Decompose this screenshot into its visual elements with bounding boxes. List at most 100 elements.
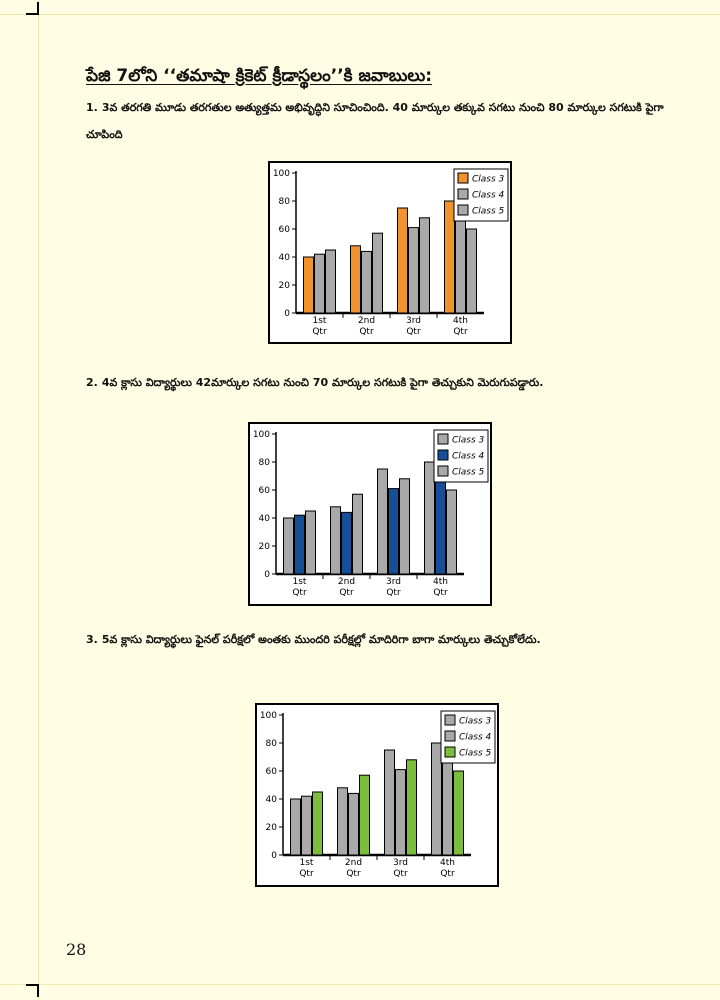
answer-2: 2. 4వ క్లాసు విద్యార్థులు 42మార్కుల సగటు … bbox=[86, 369, 686, 396]
y-tick-label: 100 bbox=[260, 711, 277, 721]
bar bbox=[372, 232, 383, 314]
y-tick-label: 0 bbox=[271, 851, 277, 861]
x-tick-label: 1st bbox=[293, 577, 307, 587]
x-tick-label: 4th bbox=[433, 577, 448, 587]
x-tick-label: 1st bbox=[313, 316, 327, 326]
bar bbox=[361, 250, 372, 314]
bar bbox=[399, 478, 410, 575]
chart-class-3: 0 20 40 60 80 100 1st Qtr 2nd Qtr 3rd Qtr 4th Qtr Clas… bbox=[268, 161, 512, 344]
legend-label: Class 4 bbox=[472, 191, 505, 201]
y-tick-label: 20 bbox=[266, 823, 278, 833]
legend-swatch bbox=[457, 188, 469, 200]
bar bbox=[384, 749, 395, 856]
x-tick-label: Qtr bbox=[299, 869, 314, 879]
x-tick-label: Qtr bbox=[339, 588, 354, 598]
x-tick-label: 2nd bbox=[358, 316, 375, 326]
legend-label: Class 5 bbox=[472, 207, 505, 217]
bar bbox=[290, 798, 301, 856]
x-tick-label: Qtr bbox=[312, 327, 327, 337]
x-tick-label: 1st bbox=[300, 858, 314, 868]
x-tick-label: Qtr bbox=[433, 588, 448, 598]
bar bbox=[283, 517, 294, 575]
y-tick-label: 20 bbox=[279, 281, 291, 291]
legend-swatch bbox=[457, 172, 469, 184]
legend-label: Class 4 bbox=[452, 452, 485, 462]
bar bbox=[406, 759, 417, 856]
y-tick-label: 40 bbox=[279, 253, 291, 263]
x-tick-label: Qtr bbox=[386, 588, 401, 598]
x-tick-label: Qtr bbox=[346, 869, 361, 879]
bar bbox=[466, 228, 477, 314]
bar bbox=[348, 792, 359, 856]
trim-line-bottom bbox=[0, 984, 720, 985]
trim-line-left bbox=[38, 0, 39, 1000]
legend-swatch bbox=[457, 204, 469, 216]
bar bbox=[444, 200, 455, 314]
answer-number: 2. bbox=[86, 376, 98, 389]
y-tick-label: 40 bbox=[266, 795, 278, 805]
bar bbox=[419, 217, 430, 314]
x-tick-label: Qtr bbox=[292, 588, 307, 598]
bar bbox=[442, 752, 453, 856]
bar bbox=[408, 227, 419, 314]
y-tick-label: 80 bbox=[279, 197, 291, 207]
bar bbox=[312, 791, 323, 856]
y-tick-label: 40 bbox=[259, 514, 271, 524]
x-tick-label: 3rd bbox=[386, 577, 401, 587]
x-tick-label: 4th bbox=[453, 316, 468, 326]
bar bbox=[431, 742, 442, 856]
bar bbox=[305, 510, 316, 575]
bar bbox=[388, 488, 399, 575]
legend-swatch bbox=[444, 746, 456, 758]
answer-3: 3. 5వ క్లాసు విద్యార్థులు ఫైనల్ పరీక్షలో … bbox=[86, 626, 686, 653]
y-tick-label: 80 bbox=[266, 739, 278, 749]
y-tick-label: 0 bbox=[284, 309, 290, 319]
x-tick-label: 2nd bbox=[345, 858, 362, 868]
crop-mark-bottom bbox=[37, 984, 39, 997]
y-tick-label: 80 bbox=[259, 458, 271, 468]
legend-label: Class 5 bbox=[459, 749, 492, 759]
bar bbox=[350, 245, 361, 314]
y-tick-label: 60 bbox=[259, 486, 271, 496]
bar bbox=[453, 770, 464, 856]
x-tick-label: 3rd bbox=[406, 316, 421, 326]
y-tick-label: 60 bbox=[266, 767, 278, 777]
x-tick-label: Qtr bbox=[393, 869, 408, 879]
bar-chart: 0204060801001stQtr2ndQtr3rdQtr4thQtrClas… bbox=[260, 710, 496, 879]
bar bbox=[455, 210, 466, 314]
crop-mark-bottom-h bbox=[26, 984, 39, 986]
bar bbox=[359, 774, 370, 856]
bar bbox=[341, 511, 352, 575]
bar-chart: 0204060801001stQtr2ndQtr3rdQtr4thQtrClas… bbox=[273, 168, 509, 337]
answer-text: 5వ క్లాసు విద్యార్థులు ఫైనల్ పరీక్షలో అం… bbox=[101, 633, 541, 646]
chart-class-5: 0 20 40 60 80 100 1st Qtr 2nd Qtr 3rd Qtr 4th Qtr Clas… bbox=[255, 703, 499, 887]
crop-mark-top bbox=[37, 2, 39, 15]
legend-swatch bbox=[437, 433, 449, 445]
bar bbox=[330, 506, 341, 575]
y-tick-label: 60 bbox=[279, 225, 291, 235]
bar bbox=[314, 253, 325, 314]
legend-swatch bbox=[444, 714, 456, 726]
legend-label: Class 5 bbox=[452, 468, 485, 478]
answer-text: 4వ క్లాసు విద్యార్థులు 42మార్కుల సగటు ను… bbox=[101, 376, 544, 389]
answer-1: 1. 3వ తరగతి మూడు తరగతుల అత్యుత్తమ అభివృద్… bbox=[86, 94, 686, 148]
bar bbox=[435, 471, 446, 575]
x-tick-label: 2nd bbox=[338, 577, 355, 587]
bar bbox=[397, 207, 408, 314]
legend-swatch bbox=[437, 449, 449, 461]
x-tick-label: Qtr bbox=[406, 327, 421, 337]
bar bbox=[325, 249, 336, 314]
bar bbox=[337, 787, 348, 856]
y-tick-label: 100 bbox=[253, 430, 270, 440]
x-tick-label: Qtr bbox=[359, 327, 374, 337]
legend-label: Class 3 bbox=[472, 175, 505, 185]
bar bbox=[301, 795, 312, 856]
bar-chart: 0204060801001stQtr2ndQtr3rdQtr4thQtrClas… bbox=[253, 429, 489, 598]
x-tick-label: 3rd bbox=[393, 858, 408, 868]
bar bbox=[352, 493, 363, 575]
bar bbox=[377, 468, 388, 575]
chart-class-4: 0 20 40 60 80 100 1st Qtr 2nd Qtr 3rd Qtr 4th Qtr Clas… bbox=[248, 422, 492, 606]
crop-mark-top-h bbox=[26, 13, 39, 15]
y-tick-label: 0 bbox=[264, 570, 270, 580]
bar bbox=[424, 461, 435, 575]
